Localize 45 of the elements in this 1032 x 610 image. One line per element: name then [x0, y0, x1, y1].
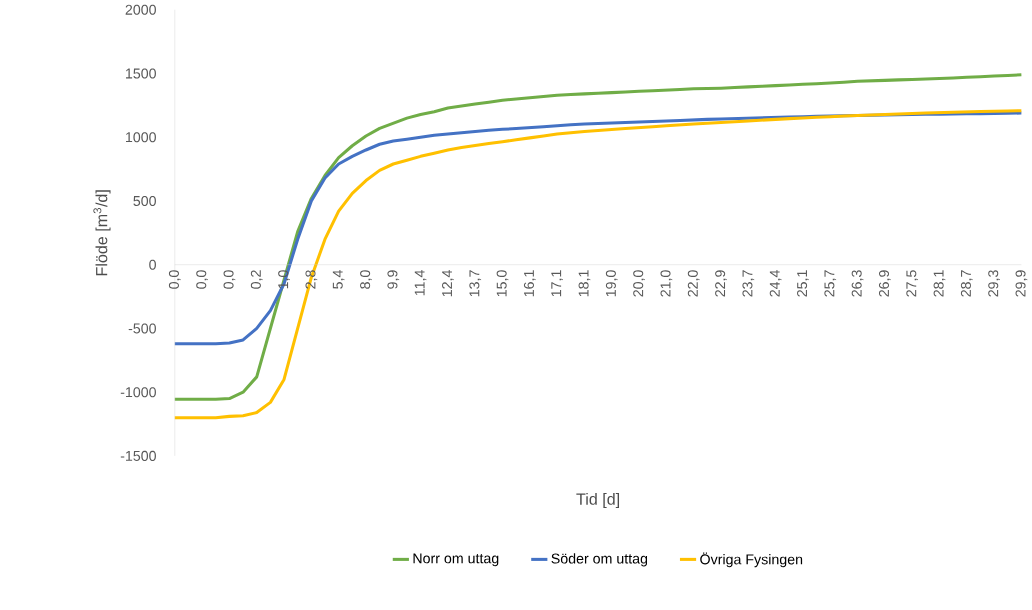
x-tick-label: 28,1	[933, 270, 946, 297]
x-tick-label: 16,1	[523, 270, 536, 297]
legend-label: Norr om uttag	[413, 553, 499, 567]
y-tick-label: -1500	[120, 450, 156, 461]
x-tick-label: 13,7	[469, 270, 482, 297]
x-tick-label: 22,0	[687, 270, 700, 297]
x-axis-title: Tid [d]	[576, 492, 620, 508]
x-tick-label: 27,5	[906, 270, 919, 297]
x-tick-label: 0,0	[223, 270, 236, 289]
legend-label: Övriga Fysingen	[700, 552, 803, 568]
x-tick-label: 26,3	[851, 270, 864, 297]
x-tick-label: 15,0	[496, 270, 509, 297]
x-tick-label: 0,2	[250, 270, 263, 289]
x-tick-label: 11,4	[414, 269, 427, 296]
x-tick-label: 22,9	[715, 270, 727, 297]
x-tick-label: 26,9	[878, 270, 891, 297]
x-tick-label: 9,9	[387, 270, 400, 289]
y-tick-label: 2000	[125, 4, 156, 15]
x-tick-label: 23,7	[742, 270, 755, 297]
x-tick-label: 28,7	[960, 270, 973, 297]
x-tick-label: 24,4	[769, 269, 782, 297]
y-tick-label: 1000	[126, 132, 156, 143]
legend-label: Söder om uttag	[551, 553, 648, 567]
y-axis-title: Flöde [m$^{3}$/d]	[93, 190, 111, 276]
y-tick-label: -1000	[120, 387, 156, 398]
y-tick-label: 0	[149, 259, 156, 270]
x-tick-label: 12,4	[442, 269, 454, 297]
y-tick-label: 1500	[126, 68, 156, 79]
x-tick-label: 0,0	[168, 270, 181, 289]
x-tick-label: 20,0	[633, 270, 645, 297]
y-tick-label: -500	[128, 323, 156, 334]
x-tick-label: 0,0	[196, 270, 208, 289]
x-tick-label: 8,0	[360, 270, 372, 289]
x-tick-label: 1,0	[278, 270, 290, 289]
x-tick-label: 5,4	[332, 269, 345, 289]
x-tick-label: 19,0	[605, 270, 618, 297]
x-tick-label: 29,9	[1015, 270, 1028, 297]
x-tick-label: 17,1	[551, 270, 563, 297]
x-tick-label: 2,8	[305, 270, 318, 289]
x-tick-label: 25,1	[797, 270, 809, 297]
x-tick-label: 29,3	[988, 270, 1000, 297]
x-tick-label: 25,7	[824, 270, 837, 297]
x-tick-label: 21,0	[660, 270, 673, 297]
x-tick-label: 18,1	[578, 270, 591, 297]
y-tick-label: 500	[133, 195, 156, 206]
